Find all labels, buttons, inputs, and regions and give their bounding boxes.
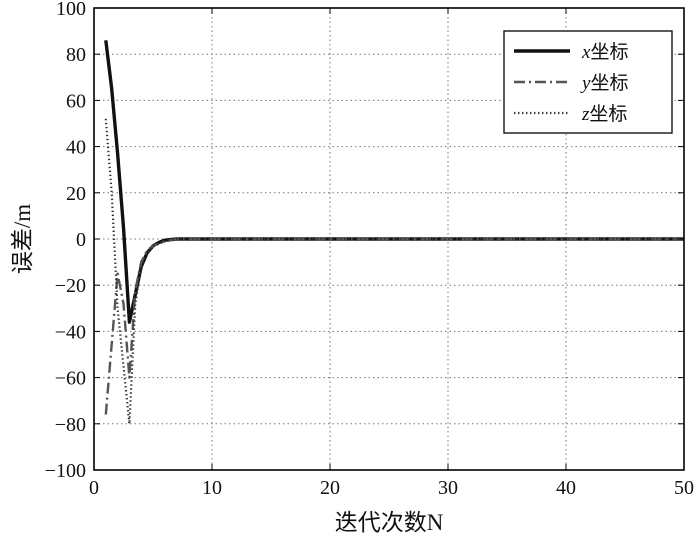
legend-var: y <box>580 73 591 94</box>
legend-suffix: 坐标 <box>589 103 627 125</box>
y-tick-label: −100 <box>45 460 86 482</box>
y-tick-label: 40 <box>66 137 86 159</box>
y-tick-label: 80 <box>66 44 86 66</box>
x-tick-label: 10 <box>202 477 222 499</box>
y-tick-label: 20 <box>66 183 86 205</box>
legend-label-y: y坐标 <box>580 72 628 94</box>
y-tick-label: 100 <box>56 0 86 20</box>
x-axis-title: 迭代次数N <box>335 510 444 535</box>
legend-suffix: 坐标 <box>590 41 628 63</box>
x-tick-label: 0 <box>89 477 99 499</box>
legend-suffix: 坐标 <box>590 72 628 94</box>
y-tick-label: −60 <box>55 368 86 390</box>
y-tick-label: −20 <box>55 275 86 297</box>
x-tick-label: 50 <box>674 477 694 499</box>
x-tick-label: 40 <box>556 477 576 499</box>
y-tick-label: 0 <box>76 229 86 251</box>
x-tick-label: 20 <box>320 477 340 499</box>
x-tick-label: 30 <box>438 477 458 499</box>
legend-label-z: z坐标 <box>581 103 627 125</box>
series-line-y <box>106 239 684 415</box>
y-tick-label: −40 <box>55 321 86 343</box>
y-tick-label: 60 <box>66 90 86 112</box>
series-line-z <box>106 119 684 424</box>
y-axis-title: 误差/m <box>10 204 35 274</box>
y-tick-label: −80 <box>55 414 86 436</box>
legend-label-x: x坐标 <box>581 41 628 63</box>
